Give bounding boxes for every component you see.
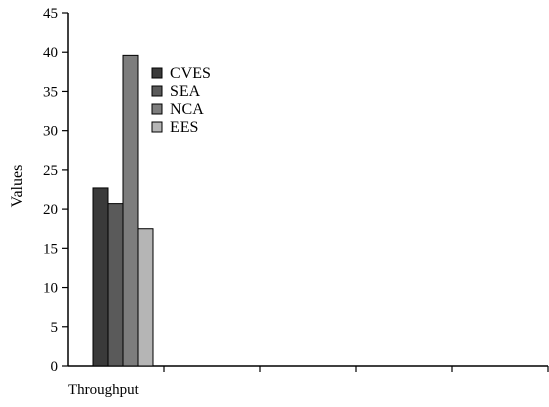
y-tick-label: 30 (43, 124, 58, 140)
y-axis-title: Values (9, 165, 26, 208)
legend-swatch-cves (151, 67, 163, 79)
legend-label-cves: CVES (170, 65, 211, 82)
y-tick-label: 40 (43, 45, 58, 61)
bar-nca (122, 54, 139, 367)
legend-swatch-ees (151, 121, 163, 133)
y-tick-label: 10 (43, 281, 58, 297)
y-tick-label: 45 (43, 6, 58, 22)
legend-label-ees: EES (170, 119, 198, 136)
legend-swatch-sea (151, 85, 163, 97)
y-tick-label: 35 (43, 84, 58, 100)
bar-cves (92, 187, 109, 367)
legend-label-nca: NCA (170, 101, 204, 118)
y-tick-label: 25 (43, 163, 58, 179)
legend-label-sea: SEA (170, 83, 201, 100)
plot-area: 0 5 10 15 20 25 30 35 40 45 Throughput (43, 6, 549, 398)
x-category-label: Throughput (68, 382, 140, 398)
legend-swatch-nca (151, 103, 163, 115)
bar-ees (137, 228, 154, 367)
y-tick-label: 20 (43, 202, 58, 218)
bar-sea (107, 203, 124, 367)
y-tick-label: 0 (51, 359, 59, 375)
y-tick-label: 5 (51, 320, 59, 336)
y-tick-label: 15 (43, 241, 58, 257)
